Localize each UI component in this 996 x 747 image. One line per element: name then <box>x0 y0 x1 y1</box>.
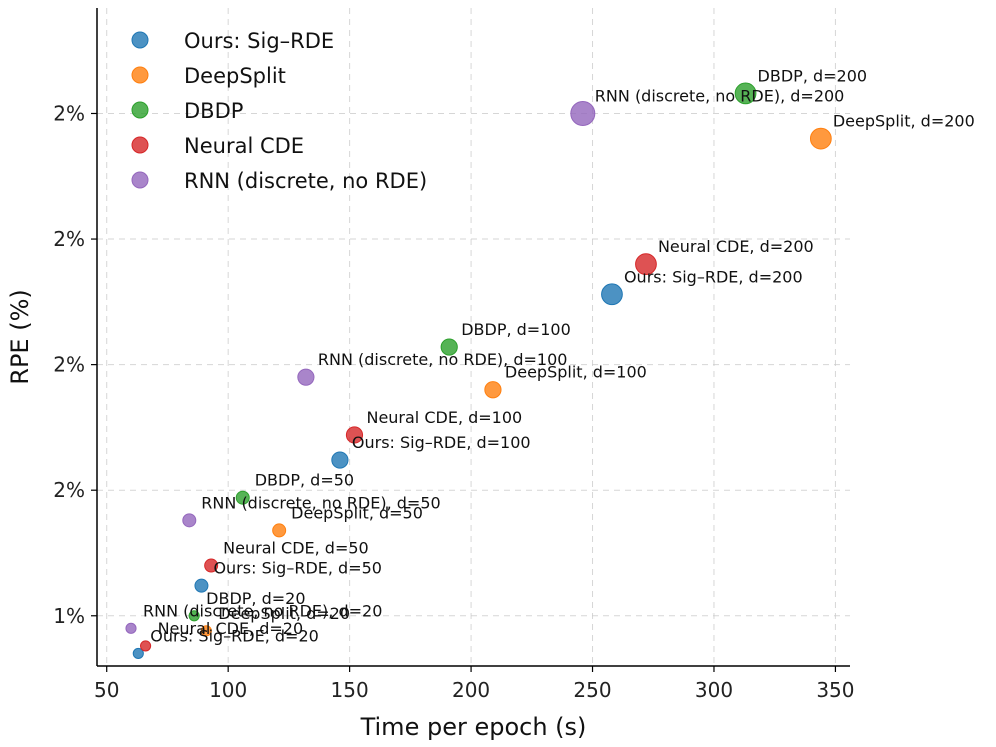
x-tick-label: 150 <box>331 678 369 702</box>
y-axis-title: RPE (%) <box>6 289 34 384</box>
data-label: Ours: Sig–RDE, d=200 <box>624 267 803 286</box>
point-labels: Ours: Sig–RDE, d=20 Ours: Sig–RDE, d=50 Ou… <box>143 66 975 645</box>
x-tick-label: 50 <box>94 678 119 702</box>
x-tick-label: 250 <box>573 678 611 702</box>
data-point <box>132 647 144 660</box>
data-label: Ours: Sig–RDE, d=50 <box>213 559 382 578</box>
data-point <box>440 338 458 356</box>
data-point <box>188 610 200 622</box>
legend-marker <box>131 101 149 119</box>
y-tick-label: 1% <box>53 604 85 628</box>
data-label: Ours: Sig–RDE, d=100 <box>352 433 531 452</box>
data-point <box>204 558 219 573</box>
y-tick-label: 2% <box>53 101 85 125</box>
data-points <box>125 82 832 660</box>
x-tick-label: 300 <box>695 678 733 702</box>
data-label: Neural CDE, d=50 <box>223 539 369 558</box>
data-label: DBDP, d=50 <box>255 471 354 490</box>
data-point <box>484 381 502 399</box>
legend-label: RNN (discrete, no RDE) <box>184 169 427 193</box>
data-point <box>235 490 250 505</box>
x-tick-label: 100 <box>209 678 247 702</box>
data-point <box>345 426 364 444</box>
data-label: DeepSplit, d=200 <box>833 112 975 131</box>
data-point <box>125 622 137 634</box>
x-tick-label: 350 <box>816 678 854 702</box>
legend: Ours: Sig–RDE DeepSplit DBDP Neural CDE RNN … <box>131 29 427 193</box>
data-label: DBDP, d=200 <box>758 66 868 85</box>
data-label: Neural CDE, d=20 <box>158 619 304 638</box>
data-label: DBDP, d=20 <box>206 589 305 608</box>
y-tick-label: 2% <box>53 478 85 502</box>
data-label: RNN (discrete, no RDE), d=100 <box>318 350 568 369</box>
y-tick-label: 2% <box>53 353 85 377</box>
data-point <box>140 640 152 652</box>
legend-marker <box>131 31 149 49</box>
data-label: DeepSplit, d=50 <box>291 503 423 522</box>
legend-label: DBDP <box>184 99 243 123</box>
data-point <box>194 578 209 593</box>
data-label: DBDP, d=100 <box>461 320 571 339</box>
data-label: RNN (discrete, no RDE), d=20 <box>143 601 382 620</box>
data-label: RNN (discrete, no RDE), d=50 <box>201 493 440 512</box>
axes: 50 100 150 200 250 300 350 1% 2% 2% 2% 2% <box>53 8 855 702</box>
data-label: DeepSplit, d=20 <box>218 604 350 623</box>
legend-label: Ours: Sig–RDE <box>184 29 334 53</box>
data-point <box>570 100 596 126</box>
data-point <box>200 625 212 637</box>
data-label: Neural CDE, d=100 <box>366 408 522 427</box>
data-point <box>297 368 315 386</box>
grid-lines <box>97 8 850 666</box>
legend-label: DeepSplit <box>184 64 286 88</box>
data-label: Ours: Sig–RDE, d=20 <box>150 626 319 645</box>
data-point <box>809 127 832 150</box>
legend-marker <box>131 136 149 154</box>
data-point <box>182 513 197 528</box>
data-point <box>272 523 287 538</box>
data-label: Neural CDE, d=200 <box>658 237 814 256</box>
data-point <box>734 82 757 105</box>
data-label: DeepSplit, d=100 <box>505 363 647 382</box>
legend-marker <box>131 66 149 84</box>
y-tick-label: 2% <box>53 227 85 251</box>
data-point <box>601 283 623 306</box>
x-axis-title: Time per epoch (s) <box>360 713 587 741</box>
data-label: RNN (discrete, no RDE), d=200 <box>595 86 845 105</box>
data-point <box>635 253 657 276</box>
data-point <box>331 451 349 469</box>
legend-label: Neural CDE <box>184 134 304 158</box>
x-tick-label: 200 <box>452 678 490 702</box>
legend-marker <box>131 171 149 189</box>
